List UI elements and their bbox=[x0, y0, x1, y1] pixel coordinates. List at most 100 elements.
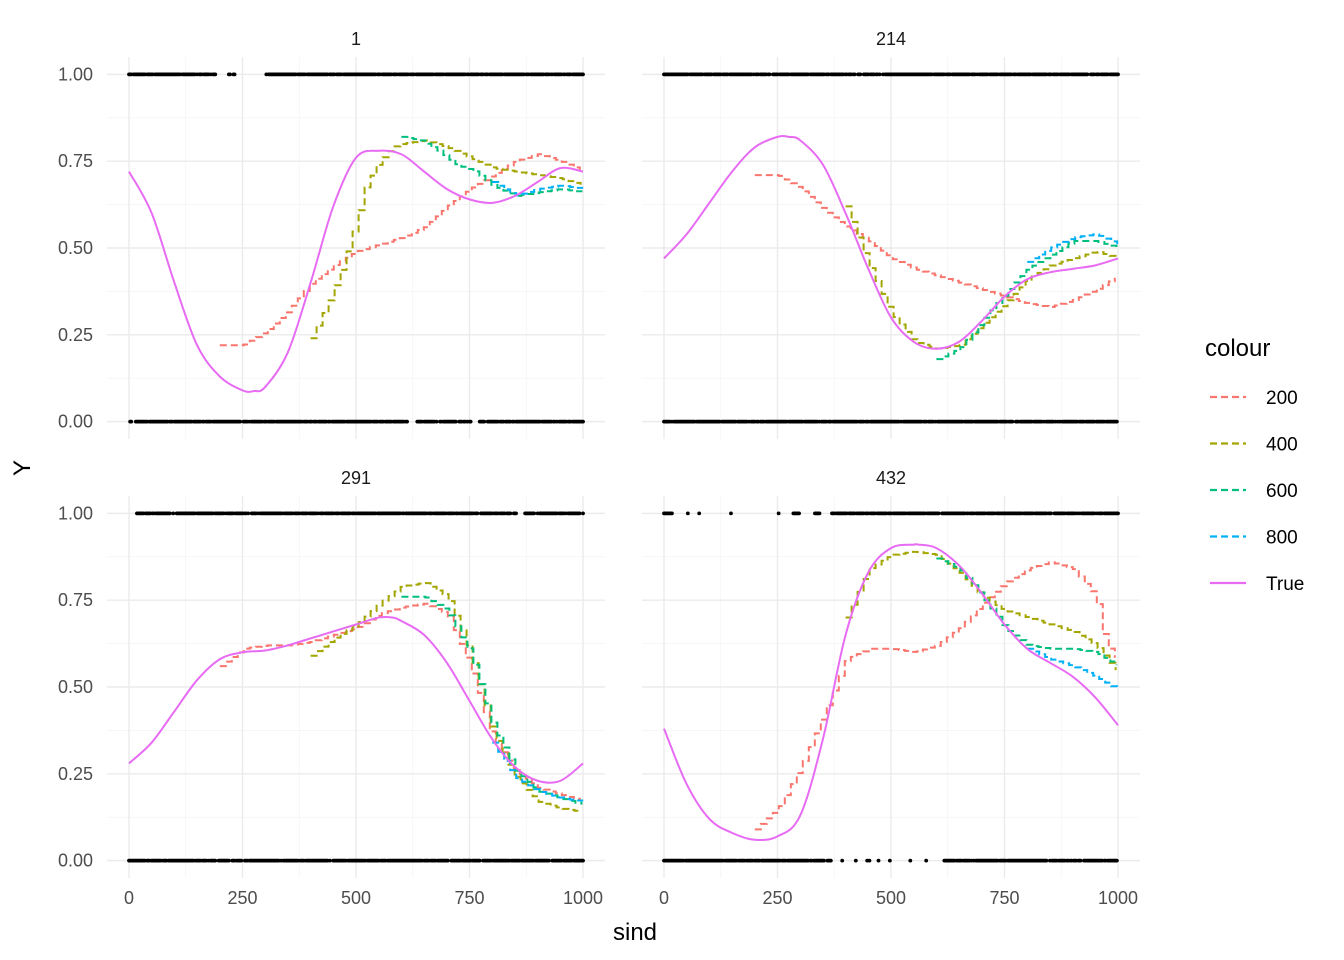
panel-291: 291 0.00 0.25 0.50 0.75 1.00 0 250 500 750 1000 bbox=[58, 468, 605, 908]
y-tick-label: 0.75 bbox=[58, 590, 93, 610]
y-axis-title: Y bbox=[9, 460, 36, 476]
observation-dot bbox=[327, 858, 332, 863]
y-tick-label: 0.50 bbox=[58, 238, 93, 258]
series-line-600 bbox=[401, 135, 583, 197]
x-tick-label: 750 bbox=[454, 888, 484, 908]
observation-points bbox=[662, 72, 1120, 424]
series-line-200 bbox=[219, 153, 581, 347]
x-tick-label: 0 bbox=[124, 888, 134, 908]
observation-dot bbox=[213, 858, 218, 863]
series-line-true bbox=[663, 134, 1119, 350]
observation-dot bbox=[1116, 72, 1120, 77]
y-tick-label: 1.00 bbox=[58, 503, 93, 523]
observation-dot bbox=[577, 511, 582, 516]
legend-label: 200 bbox=[1266, 388, 1298, 409]
legend-title: colour bbox=[1205, 335, 1270, 362]
observation-dot bbox=[547, 858, 551, 863]
observation-dot bbox=[936, 511, 941, 516]
observation-dot bbox=[1010, 419, 1015, 424]
legend-item-true: True bbox=[1210, 574, 1304, 595]
x-tick-label: 750 bbox=[989, 888, 1019, 908]
observation-dot bbox=[924, 858, 929, 863]
observation-dot bbox=[876, 858, 881, 863]
observation-dot bbox=[1049, 511, 1053, 516]
x-tick-label: 250 bbox=[762, 888, 792, 908]
y-tick-label: 1.00 bbox=[58, 64, 93, 84]
observation-dot bbox=[475, 511, 480, 516]
series-line-400 bbox=[845, 205, 1117, 350]
observation-dot bbox=[887, 858, 892, 863]
series-line-true bbox=[128, 615, 584, 784]
series-line-400 bbox=[310, 139, 582, 340]
panel-label: 214 bbox=[876, 29, 906, 49]
observation-dot bbox=[581, 72, 585, 77]
observation-dot bbox=[581, 419, 585, 424]
observation-dot bbox=[1114, 419, 1119, 424]
panel-432: 432 0 250 500 750 1000 bbox=[642, 468, 1140, 908]
observation-dot bbox=[238, 419, 243, 424]
observation-dot bbox=[776, 511, 781, 516]
observation-dot bbox=[446, 858, 450, 863]
observation-dot bbox=[226, 858, 231, 863]
legend-label: True bbox=[1266, 574, 1304, 595]
legend-label: 600 bbox=[1266, 481, 1298, 502]
series-line-600 bbox=[936, 240, 1118, 361]
observation-dot bbox=[797, 511, 801, 516]
observation-dot bbox=[508, 511, 513, 516]
panels: 1 0.00 0.25 0.50 0.75 1.00 214 291 0.00 0.25 0.50 0… bbox=[58, 29, 1140, 908]
observation-dot bbox=[840, 858, 845, 863]
observation-dot bbox=[767, 72, 772, 77]
observation-dot bbox=[477, 858, 482, 863]
series-line-600 bbox=[401, 595, 583, 805]
observation-dot bbox=[1114, 858, 1119, 863]
observation-dot bbox=[1078, 858, 1083, 863]
panel-label: 291 bbox=[341, 468, 371, 488]
observation-dot bbox=[482, 419, 487, 424]
x-tick-label: 250 bbox=[227, 888, 257, 908]
observation-dot bbox=[908, 858, 913, 863]
observation-dot bbox=[239, 858, 244, 863]
observation-dot bbox=[405, 419, 409, 424]
legend-item-800: 800 bbox=[1210, 528, 1298, 549]
observation-dot bbox=[817, 511, 822, 516]
series-line-400 bbox=[310, 582, 582, 812]
series-line-true bbox=[128, 149, 584, 393]
observation-dot bbox=[434, 419, 439, 424]
series-line-true bbox=[663, 543, 1119, 842]
observation-dot bbox=[532, 511, 537, 516]
observation-points bbox=[127, 72, 585, 424]
observation-dot bbox=[729, 511, 733, 516]
x-tick-label: 500 bbox=[341, 888, 371, 908]
legend-label: 400 bbox=[1266, 435, 1298, 456]
observation-dot bbox=[468, 419, 473, 424]
legend: colour 200 400 600 800 True bbox=[1205, 335, 1304, 595]
observation-dot bbox=[852, 72, 857, 77]
observation-dot bbox=[828, 858, 833, 863]
observation-dot bbox=[129, 419, 134, 424]
observation-points bbox=[127, 511, 585, 863]
y-tick-label: 0.50 bbox=[58, 677, 93, 697]
series-line-800 bbox=[1027, 233, 1119, 263]
observation-dot bbox=[877, 72, 882, 77]
legend-item-600: 600 bbox=[1210, 481, 1298, 502]
series-line-200 bbox=[754, 561, 1116, 831]
observation-dot bbox=[453, 419, 458, 424]
observation-dot bbox=[1085, 72, 1090, 77]
x-tick-label: 500 bbox=[876, 888, 906, 908]
observation-dot bbox=[581, 511, 585, 516]
panel-214: 214 bbox=[642, 29, 1140, 439]
series-line-200 bbox=[754, 174, 1116, 308]
legend-item-200: 200 bbox=[1210, 388, 1298, 409]
observation-dot bbox=[246, 511, 251, 516]
legend-label: 800 bbox=[1266, 528, 1298, 549]
legend-item-400: 400 bbox=[1210, 435, 1298, 456]
observation-dot bbox=[514, 511, 518, 516]
y-tick-label: 0.75 bbox=[58, 151, 93, 171]
observation-dot bbox=[867, 858, 872, 863]
y-tick-label: 0.00 bbox=[58, 851, 93, 871]
observation-dot bbox=[822, 858, 826, 863]
panel-label: 432 bbox=[876, 468, 906, 488]
observation-dot bbox=[1116, 511, 1120, 516]
y-tick-label: 0.25 bbox=[58, 764, 93, 784]
